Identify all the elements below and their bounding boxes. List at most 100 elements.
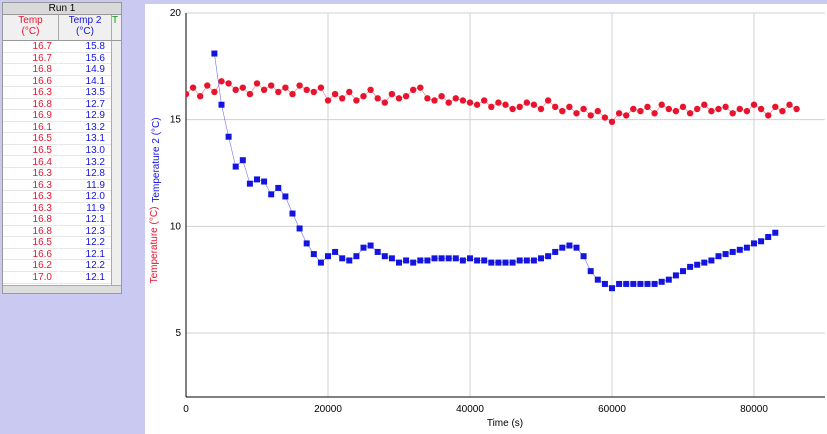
- data-point: [708, 107, 715, 115]
- data-point: [658, 101, 665, 108]
- data-point: [381, 253, 388, 260]
- data-point: [402, 93, 410, 100]
- data-point: [374, 95, 381, 102]
- table-cell: 11.9: [59, 180, 111, 192]
- table-cell: 13.0: [59, 145, 111, 157]
- data-point: [445, 255, 452, 262]
- data-point: [388, 90, 396, 98]
- data-point: [651, 110, 658, 117]
- header-name: T: [112, 15, 119, 26]
- table-cell: 13.1: [59, 133, 111, 145]
- data-point: [495, 99, 502, 106]
- data-point: [637, 280, 644, 287]
- data-point: [431, 255, 438, 262]
- data-point: [701, 101, 708, 108]
- data-point: [516, 103, 523, 111]
- data-point: [374, 248, 381, 255]
- data-point: [367, 242, 374, 249]
- data-point: [459, 97, 467, 104]
- data-point: [637, 107, 644, 115]
- data-point: [275, 184, 282, 191]
- data-point: [502, 101, 509, 108]
- data-point: [268, 82, 275, 89]
- data-point: [729, 248, 736, 255]
- table-cell: 16.3: [3, 180, 58, 192]
- y-axis-label: Temperature (°C): [149, 207, 160, 284]
- data-point: [331, 90, 339, 98]
- table-cell: 15.8: [59, 41, 111, 53]
- top-border: [145, 0, 827, 4]
- table-cell: 16.4: [3, 157, 58, 169]
- data-point: [537, 105, 545, 113]
- data-point: [473, 101, 481, 108]
- data-point: [559, 244, 566, 251]
- data-point: [530, 101, 538, 108]
- data-point: [339, 255, 346, 262]
- table-cell: 17.0: [3, 272, 58, 284]
- data-point: [694, 261, 701, 268]
- table-cell: 12.0: [59, 191, 111, 203]
- column-header: Temp (°C): [3, 15, 59, 41]
- data-point: [623, 280, 630, 287]
- table-cell: 14.9: [59, 64, 111, 76]
- table-cell: 13.2: [59, 157, 111, 169]
- data-point: [317, 84, 325, 91]
- data-point: [722, 251, 729, 258]
- data-point: [466, 99, 474, 106]
- data-point: [275, 88, 282, 96]
- data-point: [544, 97, 552, 104]
- header-unit: (°C): [21, 26, 40, 37]
- table-cell: 12.8: [59, 168, 111, 180]
- data-point: [751, 240, 757, 247]
- data-point: [474, 257, 481, 264]
- x-tick-label: 20000: [314, 404, 342, 415]
- y-tick-label: 15: [170, 115, 182, 126]
- data-point: [502, 259, 509, 266]
- x-tick-label: 80000: [740, 404, 768, 415]
- data-point: [403, 257, 410, 264]
- data-point: [580, 253, 587, 260]
- data-point: [630, 105, 637, 113]
- x-axis-label: Time (s): [487, 418, 523, 429]
- table-cell: 16.8: [3, 226, 58, 238]
- data-point: [715, 105, 722, 113]
- data-point: [623, 112, 630, 119]
- data-point: [587, 112, 594, 119]
- data-point: [609, 285, 615, 292]
- data-point: [346, 88, 353, 96]
- data-point: [353, 253, 360, 260]
- data-point: [530, 257, 537, 264]
- data-point: [665, 105, 672, 113]
- data-point: [186, 90, 190, 98]
- data-point: [467, 255, 473, 262]
- table-cell: 12.2: [59, 260, 111, 272]
- data-point: [594, 276, 601, 283]
- data-point: [189, 84, 197, 91]
- data-point: [282, 193, 289, 200]
- table-cell: 12.1: [59, 214, 111, 226]
- chart: Time (s) 5 10 15 20 0 20000 40000 60000 80000 Tem…: [145, 0, 827, 429]
- table-cell: 16.3: [3, 168, 58, 180]
- x-tick-label: 40000: [456, 404, 484, 415]
- data-point: [552, 103, 559, 111]
- data-point: [310, 251, 317, 258]
- table-cell: 16.5: [3, 237, 58, 249]
- scrollbar[interactable]: [111, 41, 121, 285]
- data-point: [317, 259, 324, 266]
- table-cell: 16.8: [3, 214, 58, 226]
- data-point: [679, 103, 687, 111]
- table-cell: 16.9: [3, 110, 58, 122]
- data-point: [367, 86, 374, 94]
- run-header: Run 1: [3, 3, 121, 15]
- table-cell: 16.8: [3, 99, 58, 111]
- data-point: [261, 178, 268, 185]
- data-point: [303, 240, 310, 247]
- table-cell: 12.1: [59, 272, 111, 284]
- data-point: [346, 257, 353, 264]
- h-scrollbar[interactable]: [3, 285, 121, 293]
- data-point: [509, 105, 516, 113]
- data-point: [410, 86, 417, 94]
- data-point: [538, 255, 544, 262]
- x-tick-label: 0: [183, 404, 189, 415]
- data-point: [545, 253, 552, 260]
